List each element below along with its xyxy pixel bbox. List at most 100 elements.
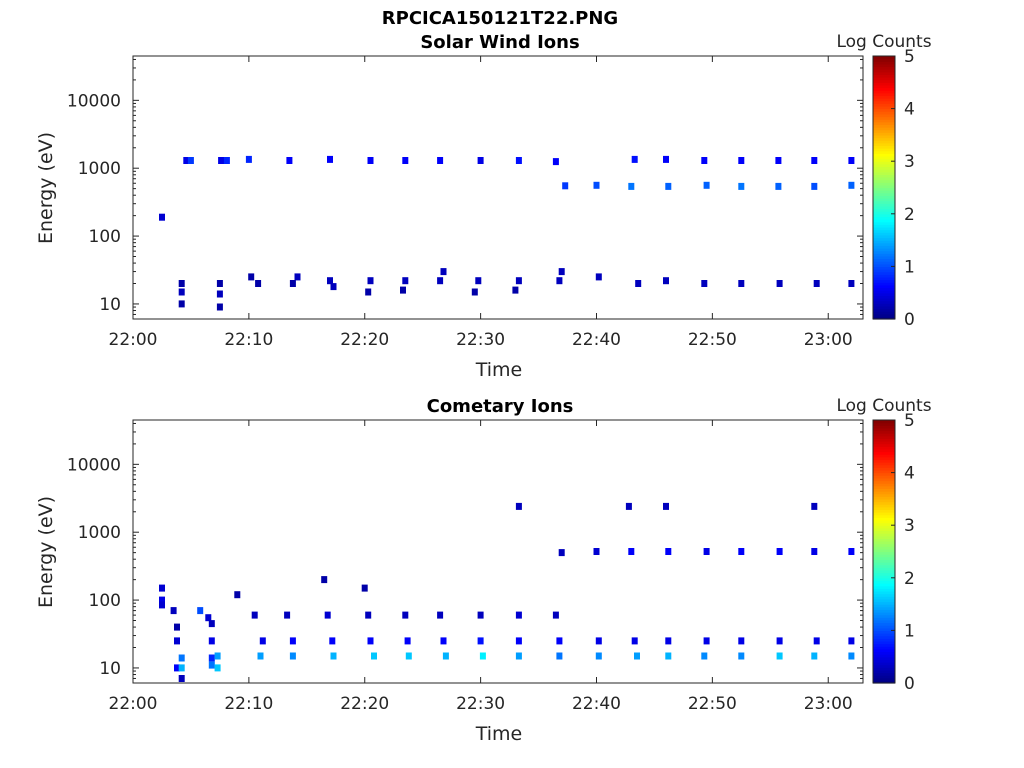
cometary-cell [665, 637, 672, 645]
solar-wind-colorbar-swatch [873, 213, 895, 218]
solar-wind-cell [635, 280, 642, 287]
cometary-colorbar-swatch [873, 483, 895, 487]
cometary-cell [595, 637, 602, 645]
solar-wind-colorbar-tick-label: 2 [904, 205, 915, 225]
cometary-colorbar-swatch [873, 517, 895, 521]
solar-wind-colorbar-swatch [873, 266, 895, 270]
solar-wind-cell [562, 182, 569, 190]
cometary-cell [284, 611, 291, 619]
cometary-cell [174, 623, 180, 631]
cometary-colorbar-swatch [873, 456, 895, 461]
solar-wind-cell [245, 155, 252, 163]
solar-wind-colorbar-swatch [873, 98, 895, 102]
cometary-cell [776, 548, 783, 555]
solar-wind-colorbar-swatch [873, 195, 895, 199]
solar-wind-cell [552, 158, 559, 166]
solar-wind-colorbar-swatch [873, 205, 895, 210]
solar-wind-cell [703, 181, 710, 189]
solar-wind-colorbar-swatch [873, 274, 895, 278]
cometary-cell [402, 611, 409, 619]
cometary-colorbar-swatch [873, 680, 895, 684]
solar-wind-cell [475, 277, 482, 285]
cometary-colorbar-swatch [873, 427, 895, 432]
cometary-colorbar-swatch [873, 533, 895, 537]
cometary-colorbar-tick-label: 4 [904, 464, 915, 484]
cometary-cell [289, 637, 296, 645]
cometary-colorbar-swatch [873, 491, 895, 495]
cometary-colorbar-swatch [873, 572, 895, 576]
solar-wind-colorbar-swatch [873, 74, 895, 78]
solar-wind-cell [327, 155, 333, 163]
cometary-colorbar-swatch [873, 675, 895, 679]
cometary-colorbar-swatch [873, 622, 895, 626]
solar-wind-x-tick-label: 22:40 [572, 330, 621, 350]
cometary-cell [361, 584, 368, 592]
cometary-cell [625, 502, 632, 510]
cometary-colorbar-swatch [873, 672, 895, 676]
solar-wind-cell [663, 155, 669, 163]
solar-wind-colorbar-swatch [873, 82, 895, 86]
cometary-cell [159, 596, 165, 604]
cometary-cell [367, 637, 374, 645]
cometary-colorbar-swatch [873, 567, 895, 571]
solar-wind-y-label: Energy (eV) [35, 132, 57, 244]
solar-wind-cell [775, 182, 782, 190]
solar-wind-colorbar-swatch [873, 108, 895, 112]
cometary-cell [440, 637, 447, 645]
cometary-colorbar-swatch [873, 604, 895, 608]
solar-wind-cell [738, 157, 745, 164]
cometary-colorbar-swatch [873, 480, 895, 484]
solar-wind-colorbar-swatch [873, 234, 895, 239]
cometary-cell [321, 576, 328, 584]
solar-wind-y-axis: 10 100 1000 10000 [67, 58, 863, 320]
cometary-colorbar-swatch [873, 493, 895, 497]
cometary-colorbar-swatch [873, 648, 895, 653]
cometary-cell [214, 664, 221, 672]
solar-wind-colorbar-swatch [873, 140, 895, 144]
solar-wind-cell [558, 268, 565, 276]
cometary-cell [365, 611, 372, 619]
solar-wind-colorbar-swatch [873, 169, 895, 173]
solar-wind-colorbar-swatch [873, 240, 895, 244]
cometary-cell [174, 637, 180, 645]
cometary-cell [371, 652, 377, 660]
solar-wind-colorbar-swatch [873, 303, 895, 307]
solar-wind-colorbar-swatch [873, 84, 895, 89]
solar-wind-colorbar-swatch [873, 105, 895, 110]
cometary-colorbar-tick-label: 3 [904, 516, 915, 536]
solar-wind-colorbar-swatch [873, 103, 895, 107]
cometary-colorbar-swatch [873, 498, 895, 503]
cometary-cell [813, 637, 820, 645]
cometary-plot-frame [132, 419, 864, 684]
solar-wind-colorbar-swatch [873, 276, 895, 281]
cometary-y-tick-label: 1000 [78, 523, 121, 543]
solar-wind-colorbar-swatch [873, 58, 895, 62]
solar-wind-cell [367, 157, 374, 164]
cometary-cell [159, 601, 165, 609]
cometary-colorbar-tick-label: 0 [904, 674, 915, 694]
solar-wind-colorbar-swatch [873, 100, 895, 104]
solar-wind-colorbar-label: Log Counts [836, 32, 931, 52]
solar-wind-colorbar-swatch [873, 221, 895, 225]
solar-wind-colorbar-tick-label: 4 [904, 100, 915, 120]
cometary-cell [515, 611, 522, 619]
solar-wind-colorbar-tick-label: 3 [904, 152, 915, 172]
cometary-cell [631, 637, 638, 645]
solar-wind-cell [775, 157, 782, 164]
solar-wind-cell [365, 288, 372, 296]
solar-wind-cell [437, 277, 444, 285]
cometary-cell [515, 652, 522, 660]
solar-wind-cell [178, 288, 185, 296]
cometary-cell [776, 652, 783, 660]
cometary-colorbar-swatch [873, 420, 895, 424]
cometary-colorbar-swatch [873, 472, 895, 476]
cometary-y-tick-label: 10 [99, 659, 121, 679]
cometary-colorbar-swatch [873, 677, 895, 681]
solar-wind-colorbar-swatch [873, 66, 895, 70]
solar-wind-cell [294, 273, 301, 281]
cometary-colorbar-tick-label: 2 [904, 569, 915, 589]
cometary-y-tick-label: 100 [89, 591, 121, 611]
cometary-x-tick-label: 22:40 [572, 694, 621, 714]
cometary-colorbar-tick-label: 5 [904, 411, 915, 431]
cometary-colorbar-swatch [873, 654, 895, 658]
